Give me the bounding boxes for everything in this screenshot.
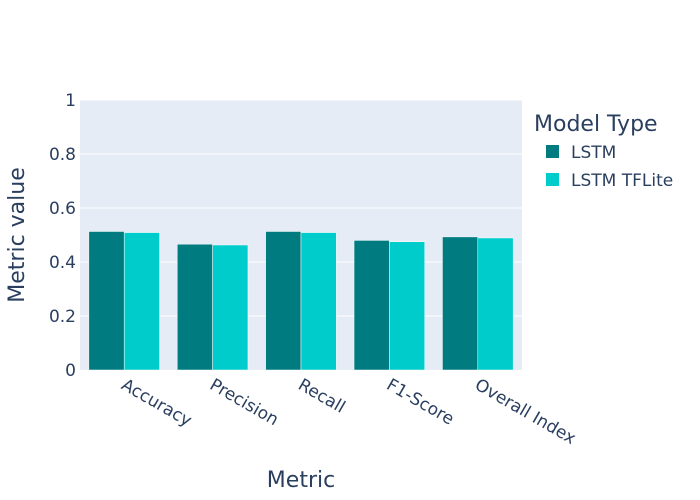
bar-lstm (265, 231, 302, 371)
bar-lstm-tflite (212, 244, 249, 371)
x-tick-label: Recall (295, 375, 349, 418)
bar-lstm (88, 231, 125, 371)
bars (88, 231, 514, 371)
legend-title: Model Type (534, 112, 658, 137)
bar-lstm-tflite (389, 241, 426, 371)
bar-lstm-tflite (123, 232, 160, 371)
bar-lstm (442, 236, 479, 371)
y-tick-label: 0 (65, 361, 76, 381)
x-tick-label: Overall Index (471, 375, 579, 449)
legend-items: LSTM LSTM TFLite (546, 143, 673, 191)
y-tick-label: 1 (65, 91, 76, 111)
y-axis-title: Metric value (5, 167, 30, 302)
y-tick-label: 0.6 (49, 199, 76, 219)
bar-lstm-tflite (300, 232, 337, 371)
x-tick-label: Precision (206, 375, 282, 430)
legend-label: LSTM TFLite (571, 171, 673, 191)
legend-swatch (546, 145, 559, 158)
bar-lstm (176, 243, 213, 371)
y-tick-labels: 0 0.2 0.4 0.6 0.8 1 (49, 91, 76, 381)
x-tick-labels: Accuracy Precision Recall F1-Score Overall I… (118, 375, 579, 449)
x-axis-title: Metric (267, 468, 335, 493)
legend: Model Type LSTM LSTM TFLite (534, 112, 673, 191)
legend-swatch (546, 173, 559, 186)
bar-lstm-tflite (477, 237, 514, 371)
x-tick-label: F1-Score (383, 375, 457, 429)
y-tick-label: 0.8 (49, 145, 76, 165)
x-tick-label: Accuracy (118, 375, 195, 431)
y-tick-label: 0.2 (49, 307, 76, 327)
y-tick-label: 0.4 (49, 253, 76, 273)
legend-label: LSTM (571, 143, 616, 163)
bar-lstm (353, 240, 390, 371)
